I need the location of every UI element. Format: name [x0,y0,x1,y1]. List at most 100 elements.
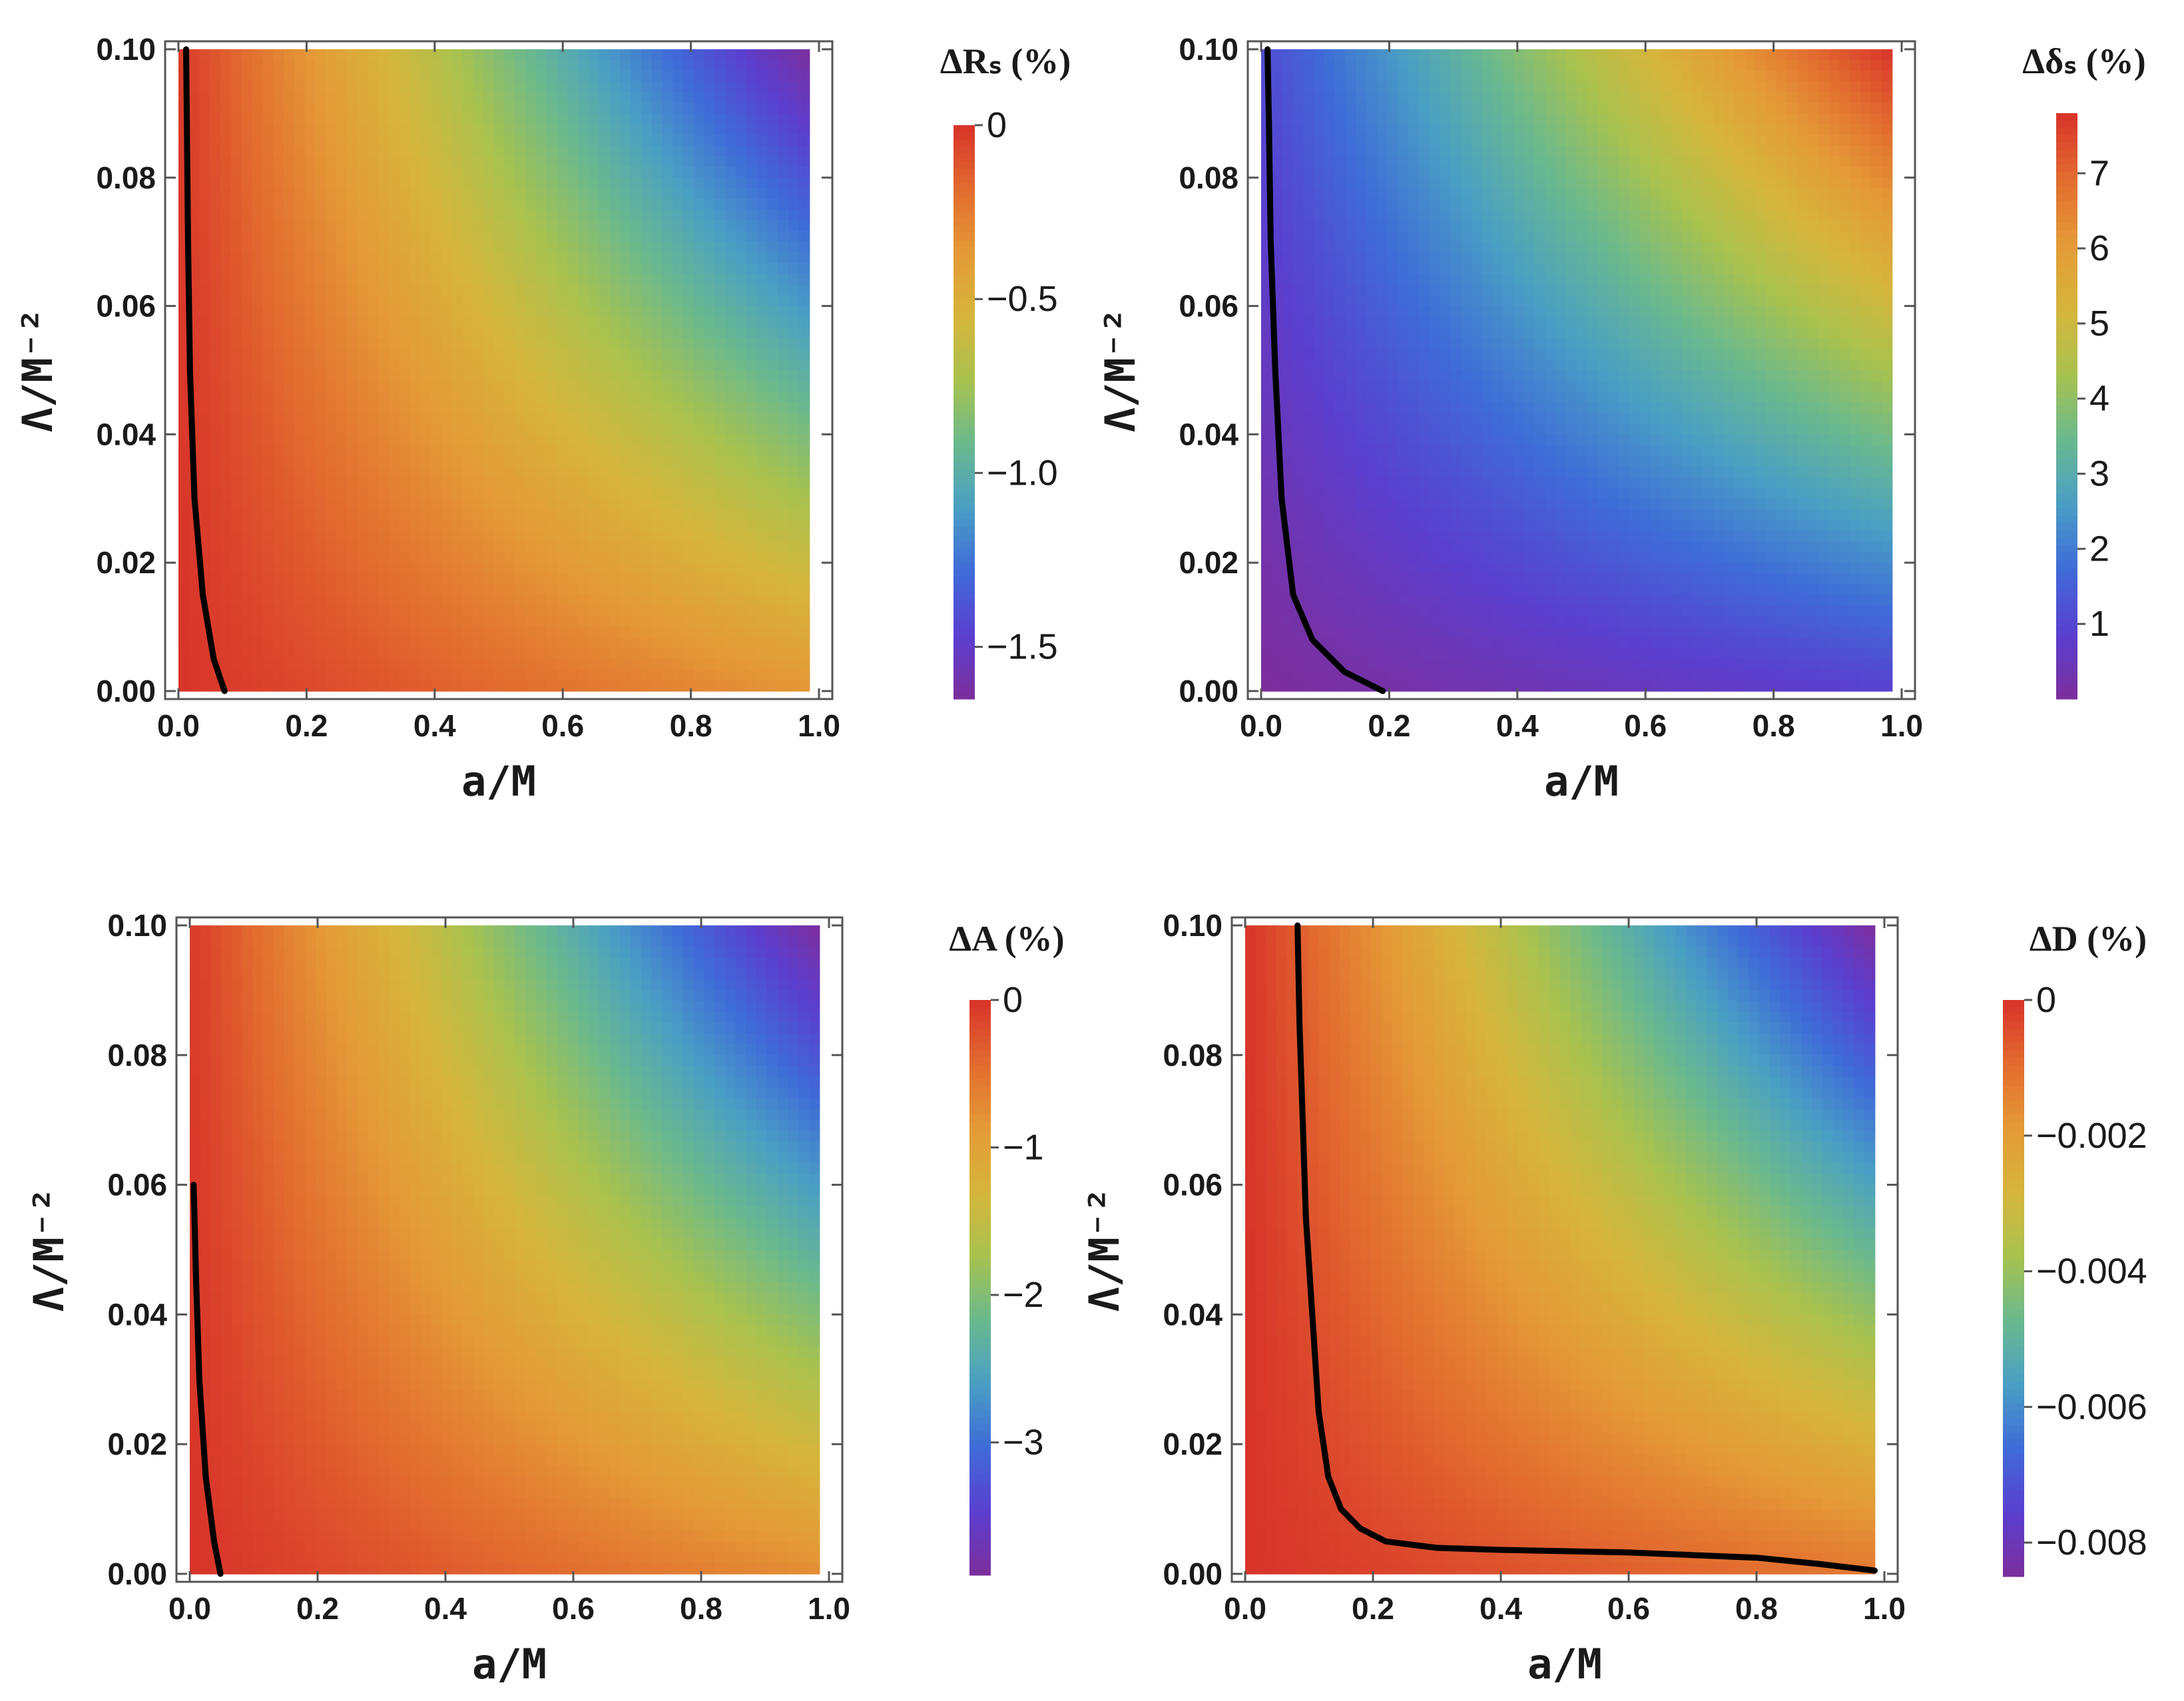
heatmap-cell [230,498,242,510]
heatmap-cell [599,306,611,318]
heatmap-cell [441,210,453,221]
colorbar-segment [954,634,975,642]
heatmap-cell [368,616,379,628]
heatmap-cell [399,274,411,286]
heatmap-cell [788,445,800,457]
heatmap-cell [535,274,547,286]
heatmap-cell [673,434,684,446]
heatmap-cell [431,156,442,168]
heatmap-cell [1398,210,1409,221]
heatmap-cell [515,210,526,221]
heatmap-cell [1271,605,1283,617]
heatmap-cell [546,573,558,585]
heatmap-cell [746,327,758,339]
heatmap-cell [693,391,705,403]
heatmap-cell [1376,637,1388,649]
heatmap-cell [1324,327,1336,339]
heatmap-cell [1440,316,1452,328]
heatmap-cell [230,563,242,575]
heatmap-cell [1398,113,1409,125]
heatmap-cell [262,487,274,499]
heatmap-cell [599,103,611,115]
heatmap-cell [578,413,589,425]
heatmap-cell [378,584,390,596]
heatmap-cell [788,263,800,275]
heatmap-cell [515,284,526,296]
heatmap-cell [336,81,348,93]
heatmap-cell [368,124,379,136]
heatmap-cell [1334,274,1346,286]
heatmap-cell [220,220,232,232]
heatmap-cell [1471,327,1483,339]
heatmap-cell [1292,306,1304,318]
heatmap-cell [778,487,789,499]
heatmap-cell [788,413,800,425]
heatmap-cell [693,445,705,457]
heatmap-cell [620,573,631,585]
heatmap-cell [515,263,526,275]
heatmap-cell [441,487,453,499]
heatmap-cell [378,541,390,553]
heatmap-cell [1345,242,1356,254]
heatmap-cell [252,531,264,542]
heatmap-cell [431,519,442,531]
heatmap-cell [1450,113,1462,125]
heatmap-cell [1366,487,1378,499]
heatmap-cell [283,166,295,178]
heatmap-cell [294,648,306,660]
heatmap-cell [378,573,390,585]
heatmap-cell [473,252,484,264]
heatmap-cell [357,402,369,414]
heatmap-cell [515,477,526,489]
heatmap-cell [1345,370,1356,381]
heatmap-cell [788,531,800,542]
heatmap-cell [1313,177,1325,189]
heatmap-cell [1313,445,1325,457]
heatmap-cell [483,231,495,242]
heatmap-cell [1303,327,1314,339]
heatmap-cell [315,166,326,178]
heatmap-cell [1292,231,1304,242]
heatmap-cell [1471,595,1483,607]
heatmap-cell [493,466,505,478]
heatmap-cell [220,434,232,446]
heatmap-cell [483,81,495,93]
heatmap-cell [1440,487,1452,499]
heatmap-cell [294,210,306,221]
heatmap-cell [304,402,316,414]
heatmap-cell [778,327,789,339]
heatmap-cell [599,552,611,563]
heatmap-cell [336,49,348,61]
heatmap-cell [1418,370,1430,381]
heatmap-cell [788,134,800,146]
heatmap-cell [1376,210,1388,221]
heatmap-cell [451,477,463,489]
heatmap-cell [210,413,221,425]
heatmap-cell [588,434,600,446]
heatmap-cell [493,113,505,125]
heatmap-cell [1387,145,1399,157]
heatmap-cell [420,198,431,210]
heatmap-cell [683,616,694,628]
colorbar-segment [954,555,975,563]
heatmap-cell [525,242,537,254]
heatmap-cell [346,466,358,478]
heatmap-cell [1440,434,1452,446]
heatmap-cell [368,49,379,61]
heatmap-cell [346,605,358,617]
heatmap-cell [241,348,253,360]
heatmap-cell [1271,573,1283,585]
heatmap-cell [1324,595,1336,607]
heatmap-cell [1356,455,1367,467]
heatmap-cell [746,509,758,521]
heatmap-cell [388,263,400,275]
heatmap-cell [1303,584,1314,596]
heatmap-cell [546,252,558,264]
heatmap-cell [378,519,390,531]
heatmap-cell [725,359,736,371]
heatmap-cell [188,263,200,275]
heatmap-cell [1324,156,1336,168]
heatmap-cell [535,680,547,692]
heatmap-cell [336,231,348,242]
heatmap-cell [493,295,505,307]
